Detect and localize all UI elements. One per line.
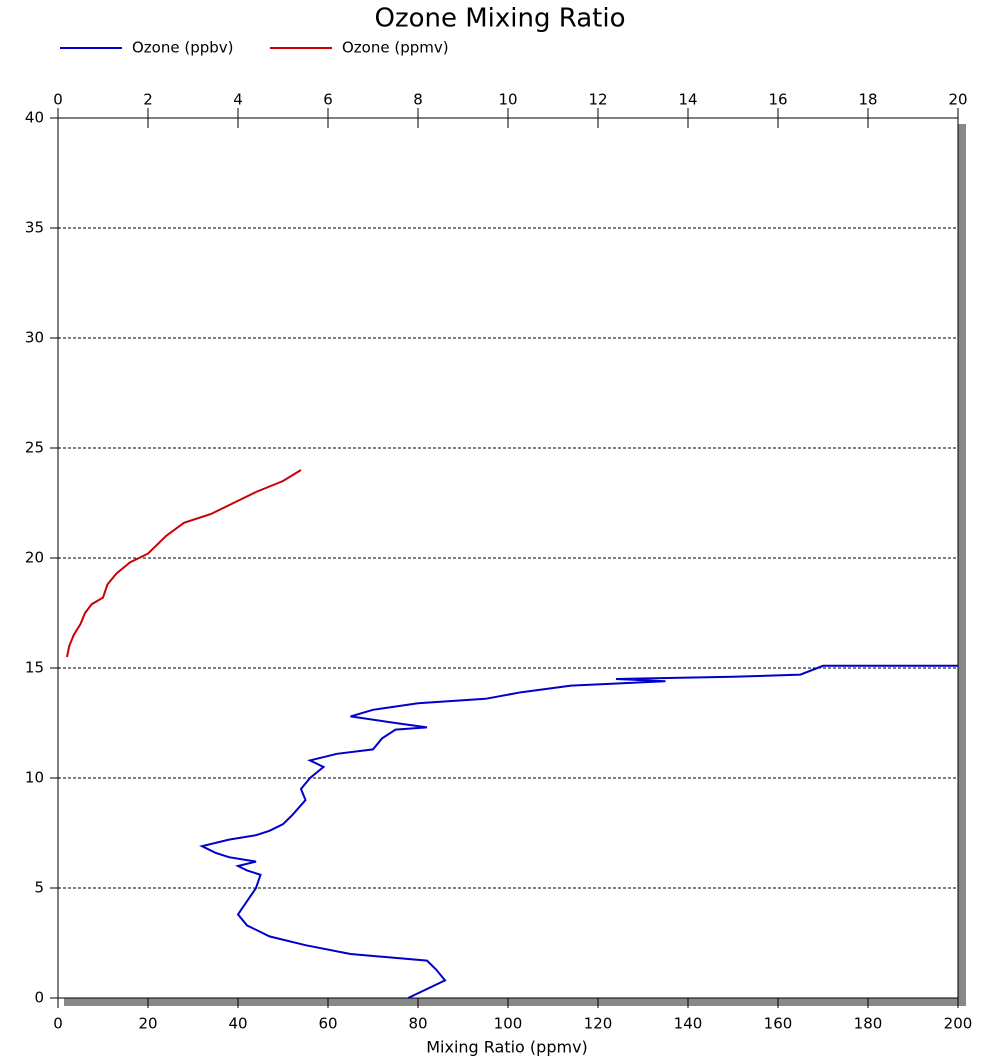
- x-tick-label: 20: [138, 1015, 157, 1033]
- x-tick-label: 180: [854, 1015, 883, 1033]
- y-tick-label: 35: [25, 219, 44, 237]
- x-tick-label: 60: [318, 1015, 337, 1033]
- y-tick-label: 25: [25, 439, 44, 457]
- x-tick-label: 40: [228, 1015, 247, 1033]
- x2-tick-label: 8: [413, 91, 423, 109]
- x2-tick-label: 20: [948, 91, 967, 109]
- series-line: [66, 469, 302, 658]
- y-tick-label: 30: [25, 329, 44, 347]
- x-tick-label: 120: [584, 1015, 613, 1033]
- x-tick-label: 200: [944, 1015, 973, 1033]
- x2-tick-label: 6: [323, 91, 333, 109]
- x-tick-label: 140: [674, 1015, 703, 1033]
- x-tick-label: 160: [764, 1015, 793, 1033]
- y-tick-label: 0: [34, 989, 44, 1007]
- x2-tick-label: 4: [233, 91, 243, 109]
- series-line: [199, 664, 958, 999]
- x-axis-label: Mixing Ratio (ppmv): [426, 1038, 588, 1057]
- chart-title: Ozone Mixing Ratio: [374, 4, 625, 34]
- x2-tick-label: 0: [53, 91, 63, 109]
- x2-tick-label: 12: [588, 91, 607, 109]
- x2-tick-label: 16: [768, 91, 787, 109]
- x-tick-label: 0: [53, 1015, 63, 1033]
- y-tick-label: 10: [25, 769, 44, 787]
- y-tick-label: 5: [34, 879, 44, 897]
- legend-label: Ozone (ppmv): [342, 39, 449, 57]
- y-tick-label: 15: [25, 659, 44, 677]
- y-tick-label: 40: [25, 109, 44, 127]
- x-tick-label: 100: [494, 1015, 523, 1033]
- x2-tick-label: 14: [678, 91, 697, 109]
- x-tick-label: 80: [408, 1015, 427, 1033]
- x2-tick-label: 10: [498, 91, 517, 109]
- legend-label: Ozone (ppbv): [132, 39, 234, 57]
- x2-tick-label: 18: [858, 91, 877, 109]
- x2-tick-label: 2: [143, 91, 153, 109]
- y-tick-label: 20: [25, 549, 44, 567]
